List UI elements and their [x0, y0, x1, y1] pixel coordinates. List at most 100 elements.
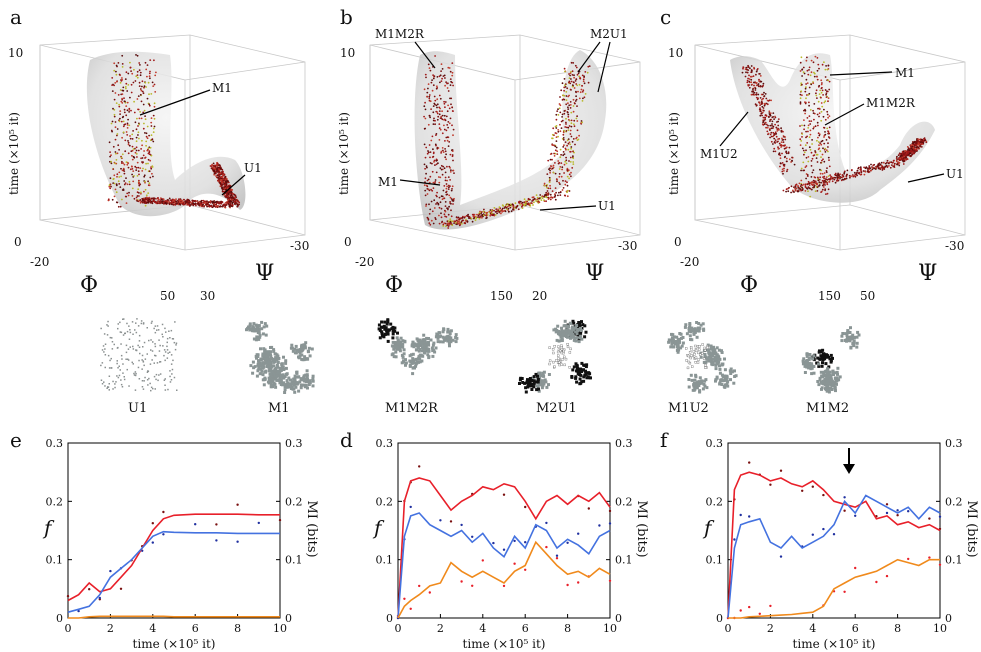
trajectory-dot — [509, 206, 512, 209]
trajectory-dot — [444, 84, 446, 87]
trajectory-dot — [562, 146, 565, 148]
trajectory-dot — [128, 183, 131, 186]
trajectory-dot — [824, 151, 827, 153]
trajectory-dot — [822, 115, 825, 118]
particle — [100, 327, 102, 330]
trajectory-dot — [443, 213, 446, 216]
cluster-cell — [584, 372, 588, 376]
trajectory-dot — [558, 175, 561, 178]
trajectory-dot — [783, 147, 786, 150]
trajectory-dot — [172, 200, 175, 202]
trajectory-dot — [762, 97, 764, 100]
trajectory-dot — [799, 125, 801, 127]
callout-u1-b: U1 — [598, 199, 616, 213]
trajectory-dot — [108, 184, 111, 187]
trajectory-dot — [562, 131, 565, 134]
cluster-cell — [255, 356, 258, 360]
cluster-cell — [725, 376, 729, 380]
cluster-cell — [680, 344, 684, 348]
trajectory-dot — [803, 119, 805, 121]
trajectory-dot — [785, 157, 788, 160]
trajectory-dot — [447, 227, 450, 229]
trajectory-dot — [772, 135, 774, 138]
trajectory-dot — [203, 205, 205, 208]
trajectory-dot — [863, 173, 866, 176]
trajectory-dot — [445, 225, 447, 228]
trajectory-dot — [124, 86, 127, 88]
trajectory-dot — [115, 152, 117, 155]
trajectory-dot — [446, 82, 448, 85]
trajectory-dot — [812, 179, 815, 182]
particle — [157, 329, 160, 331]
trajectory-dot — [827, 136, 830, 138]
trajectory-dot — [115, 70, 117, 73]
trajectory-dot — [224, 202, 227, 204]
trajectory-dot — [441, 132, 444, 135]
trajectory-dot — [804, 166, 807, 169]
trajectory-dot — [490, 214, 493, 216]
trajectory-dot — [555, 136, 558, 139]
trajectory-dot — [563, 78, 566, 80]
trajectory-dot — [110, 185, 112, 188]
trajectory-dot — [147, 199, 149, 202]
trajectory-dot — [436, 111, 438, 113]
trajectory-dot — [797, 190, 799, 193]
trajectory-dot — [746, 79, 749, 82]
trajectory-dot — [131, 168, 134, 170]
trajectory-dot — [876, 165, 879, 168]
trajectory-dot — [434, 123, 436, 126]
particle — [155, 378, 157, 381]
trajectory-dot — [432, 74, 434, 76]
trajectory-dot — [496, 212, 498, 215]
cluster-cell — [416, 346, 420, 350]
trajectory-dot — [568, 73, 570, 75]
trajectory-dot — [117, 94, 120, 96]
trajectory-dot — [527, 198, 530, 201]
trajectory-dot — [812, 61, 815, 64]
cluster-cell — [692, 383, 696, 387]
trajectory-dot — [145, 162, 148, 165]
trajectory-dot — [824, 76, 827, 78]
trajectory-dot — [446, 179, 448, 182]
trajectory-dot — [135, 54, 137, 56]
particle — [146, 353, 148, 355]
trajectory-dot — [443, 167, 446, 170]
cluster-cell — [276, 361, 280, 364]
trajectory-dot — [142, 127, 145, 130]
trajectory-dot — [215, 163, 218, 166]
trajectory-dot — [120, 100, 123, 103]
trajectory-dot — [581, 90, 584, 93]
cluster-cell — [454, 333, 458, 337]
trajectory-dot — [810, 151, 813, 154]
trajectory-dot — [168, 197, 171, 200]
trajectory-dot — [825, 193, 827, 196]
cluster-cell — [401, 342, 405, 346]
trajectory-dot — [552, 171, 555, 174]
trajectory-dot — [855, 173, 858, 176]
trajectory-dot — [818, 178, 821, 181]
trajectory-dot — [148, 72, 151, 75]
trajectory-dot — [573, 87, 576, 89]
cluster-cell — [545, 385, 549, 389]
trajectory-dot — [805, 86, 807, 89]
cluster-cell — [574, 339, 578, 343]
trajectory-dot — [125, 71, 128, 74]
cluster-cell — [557, 345, 560, 348]
cluster-cell — [714, 367, 718, 371]
particle — [114, 386, 116, 389]
particle — [121, 386, 124, 388]
trajectory-dot — [579, 77, 582, 80]
cluster-cell — [526, 385, 530, 389]
trajectory-dot — [818, 115, 820, 118]
trajectory-dot — [142, 201, 145, 204]
trajectory-dot — [812, 169, 815, 172]
trajectory-dot — [194, 199, 197, 202]
trajectory-dot — [790, 161, 792, 163]
trajectory-dot — [889, 166, 892, 169]
trajectory-dot — [114, 162, 116, 165]
callout-line-m1m2r-b — [414, 41, 436, 69]
trajectory-dot — [904, 154, 907, 157]
trajectory-dot — [423, 88, 426, 91]
trajectory-dot — [564, 86, 567, 88]
cluster-cell — [718, 371, 722, 375]
